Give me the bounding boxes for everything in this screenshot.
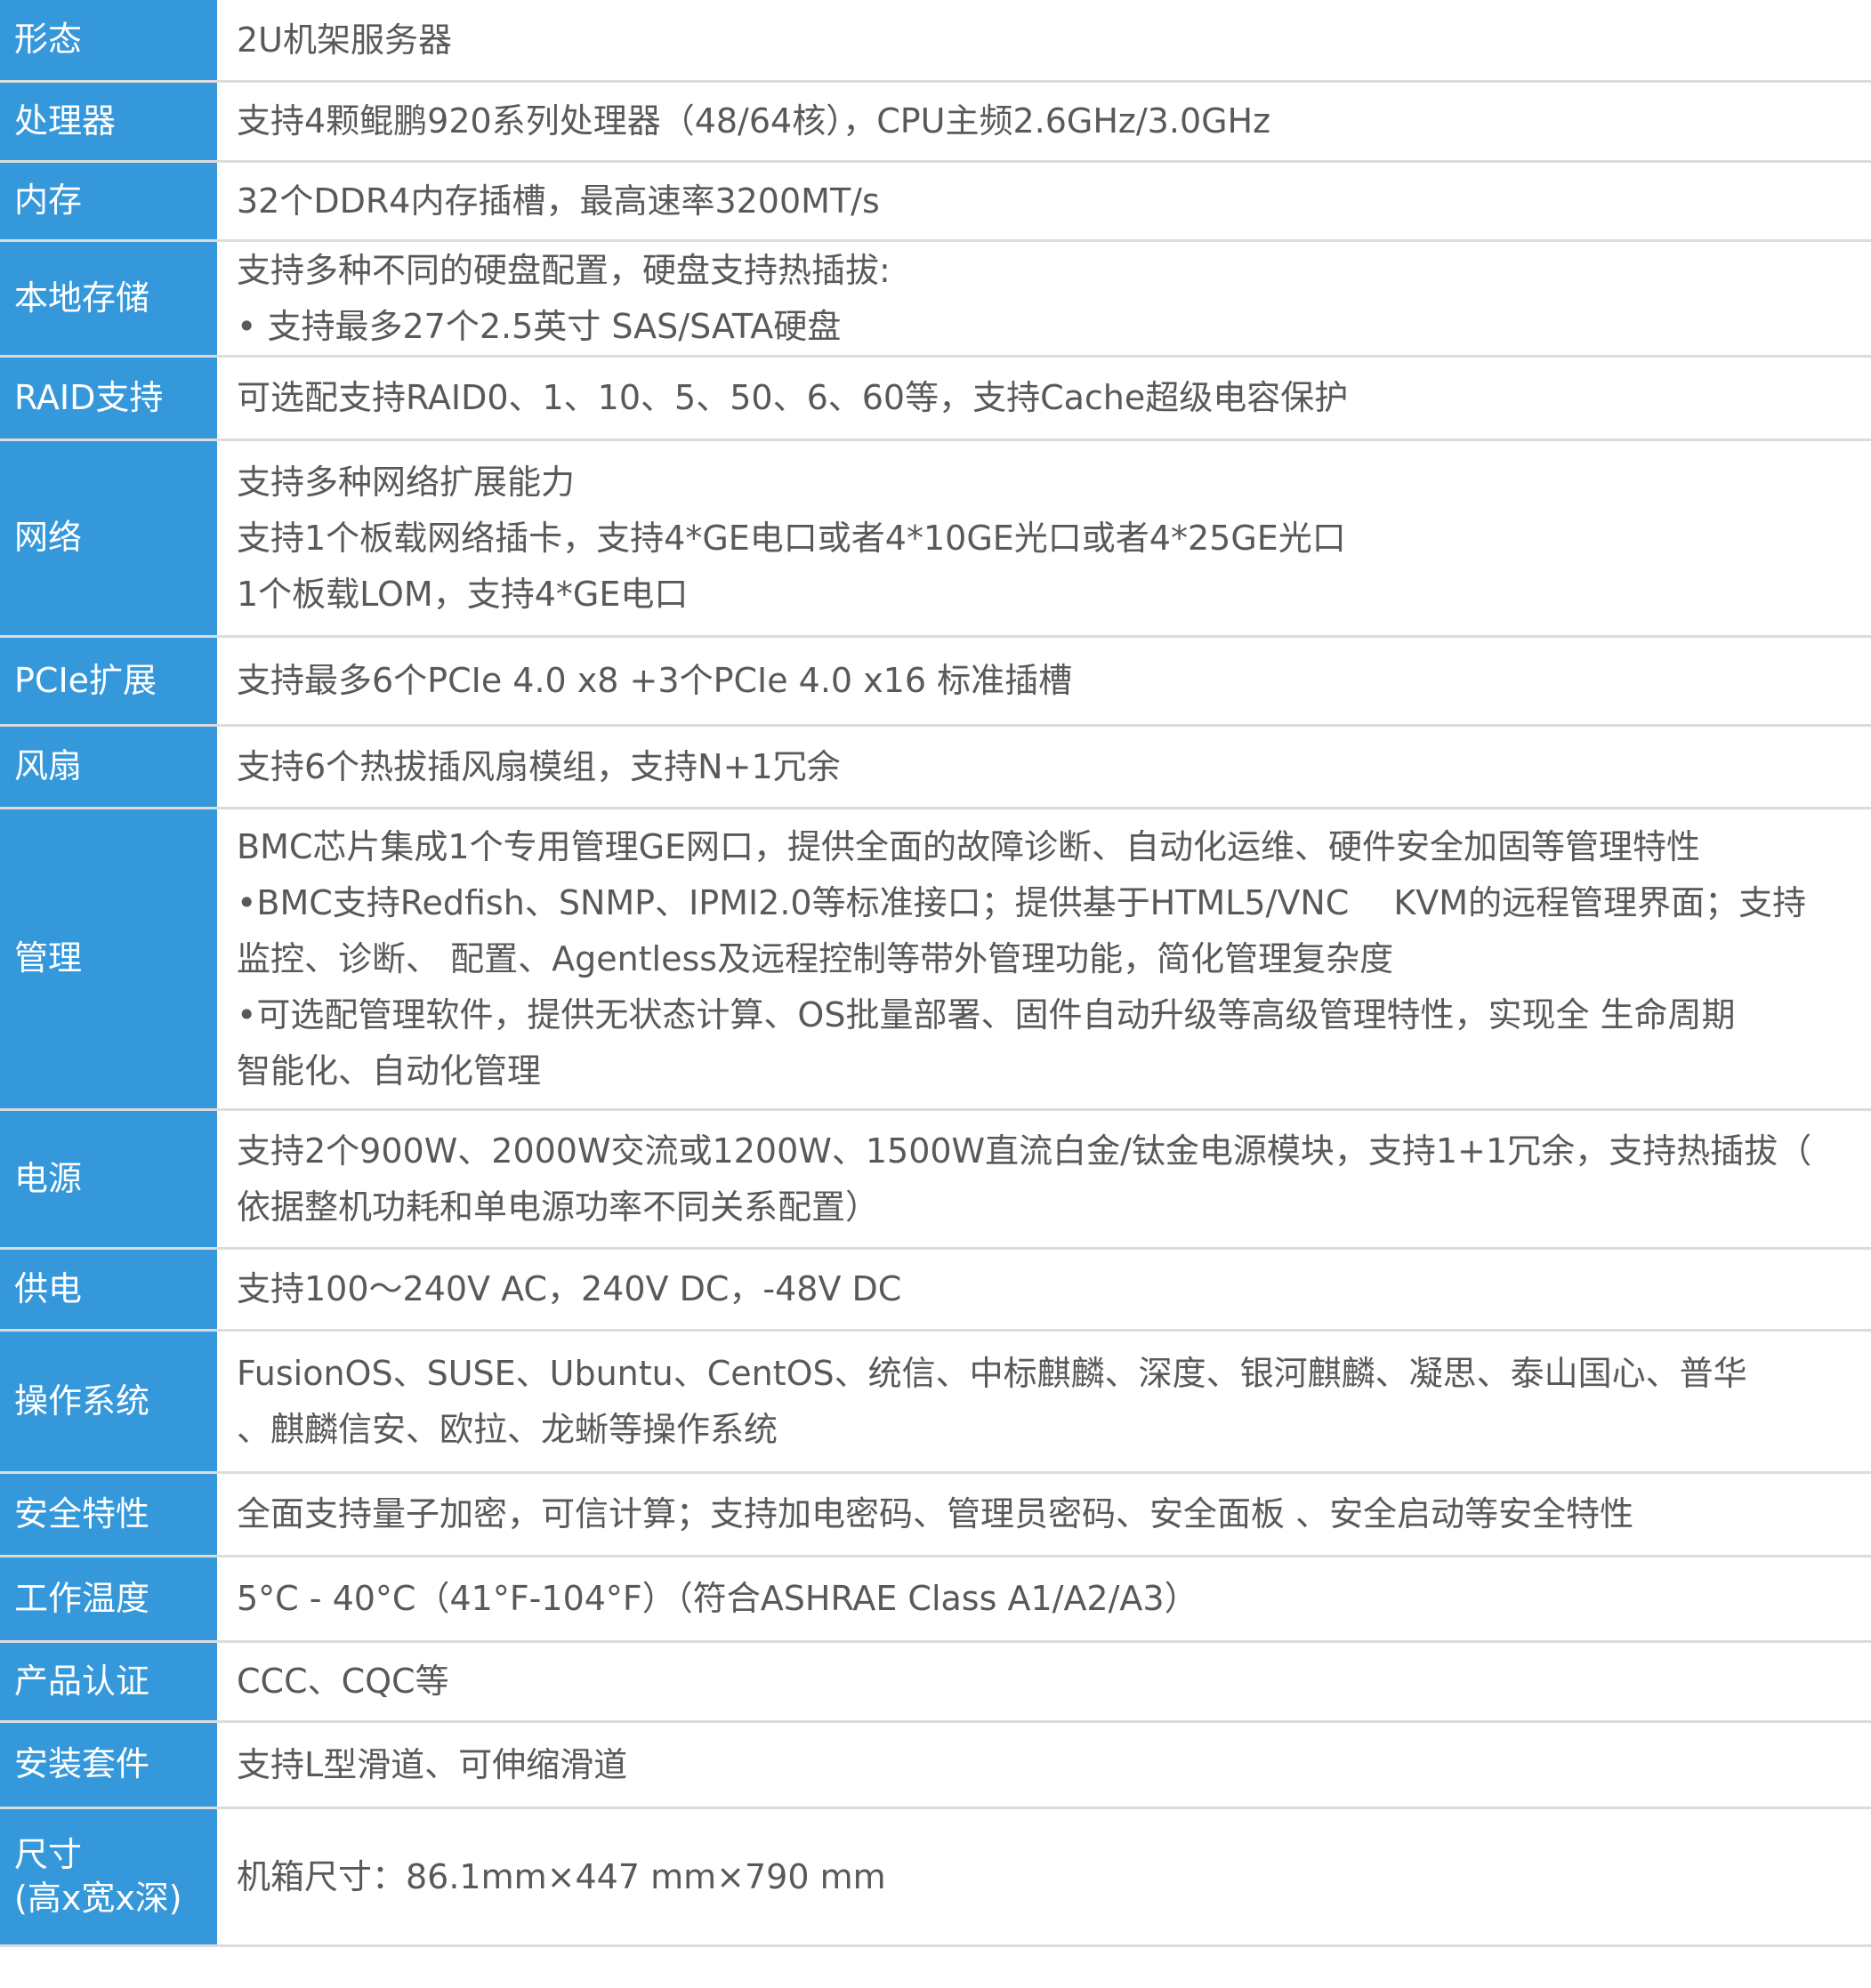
spec-row: 安装套件 支持L型滑道、可伸缩滑道 bbox=[0, 1723, 1871, 1809]
spec-value-line: 依据整机功耗和单电源功率不同关系配置） bbox=[237, 1187, 880, 1227]
spec-value-line: BMC芯片集成1个专用管理GE网口，提供全面的故障诊断、自动化运维、硬件安全加固… bbox=[237, 826, 1701, 866]
spec-label: 形态 bbox=[0, 0, 217, 80]
spec-value: BMC芯片集成1个专用管理GE网口，提供全面的故障诊断、自动化运维、硬件安全加固… bbox=[217, 809, 1871, 1108]
spec-row: 风扇 支持6个热拔插风扇模组，支持N+1冗余 bbox=[0, 727, 1871, 809]
spec-value-line: 5°C - 40°C（41°F-104°F）（符合ASHRAE Class A1… bbox=[237, 1579, 1198, 1618]
spec-row: 供电 支持100～240V AC，240V DC，-48V DC bbox=[0, 1250, 1871, 1332]
spec-row: 形态 2U机架服务器 bbox=[0, 0, 1871, 83]
spec-row: 工作温度 5°C - 40°C（41°F-104°F）（符合ASHRAE Clas… bbox=[0, 1557, 1871, 1643]
spec-value: 支持L型滑道、可伸缩滑道 bbox=[217, 1723, 1871, 1807]
spec-label: 供电 bbox=[0, 1250, 217, 1329]
spec-value-line: 支持100～240V AC，240V DC，-48V DC bbox=[237, 1269, 902, 1308]
spec-value-line: 支持1个板载网络插卡，支持4*GE电口或者4*10GE光口或者4*25GE光口 bbox=[237, 518, 1346, 558]
spec-label: 本地存储 bbox=[0, 242, 217, 355]
spec-value: 支持多种网络扩展能力支持1个板载网络插卡，支持4*GE电口或者4*10GE光口或… bbox=[217, 441, 1871, 635]
spec-value: 支持4颗鲲鹏920系列处理器（48/64核），CPU主频2.6GHz/3.0GH… bbox=[217, 83, 1871, 160]
spec-value-line: 可选配支持RAID0、1、10、5、50、6、60等，支持Cache超级电容保护 bbox=[237, 378, 1349, 417]
spec-row: 网络 支持多种网络扩展能力支持1个板载网络插卡，支持4*GE电口或者4*10GE光… bbox=[0, 441, 1871, 638]
spec-row: PCIe扩展 支持最多6个PCIe 4.0 x8 +3个PCIe 4.0 x16 … bbox=[0, 638, 1871, 727]
spec-label: 尺寸 (高x宽x深) bbox=[0, 1809, 217, 1944]
spec-row: 操作系统 FusionOS、SUSE、Ubuntu、CentOS、统信、中标麒麟、… bbox=[0, 1332, 1871, 1474]
spec-value: 2U机架服务器 bbox=[217, 0, 1871, 80]
spec-row: 内存 32个DDR4内存插槽，最高速率3200MT/s bbox=[0, 163, 1871, 242]
spec-label: 管理 bbox=[0, 809, 217, 1108]
spec-row: 尺寸 (高x宽x深) 机箱尺寸：86.1mm×447 mm×790 mm bbox=[0, 1809, 1871, 1947]
spec-label: 电源 bbox=[0, 1111, 217, 1247]
spec-value: 5°C - 40°C（41°F-104°F）（符合ASHRAE Class A1… bbox=[217, 1557, 1871, 1640]
spec-value-line: 支持多种网络扩展能力 bbox=[237, 462, 576, 502]
spec-value-line: 支持最多6个PCIe 4.0 x8 +3个PCIe 4.0 x16 标准插槽 bbox=[237, 661, 1073, 700]
spec-value-line: 机箱尺寸：86.1mm×447 mm×790 mm bbox=[237, 1856, 886, 1896]
spec-label: 网络 bbox=[0, 441, 217, 635]
spec-value: 支持6个热拔插风扇模组，支持N+1冗余 bbox=[217, 727, 1871, 807]
spec-value-line: 支持多种不同的硬盘配置，硬盘支持热插拔: bbox=[237, 250, 891, 290]
spec-label: 内存 bbox=[0, 163, 217, 239]
spec-label: 处理器 bbox=[0, 83, 217, 160]
spec-row: 安全特性 全面支持量子加密，可信计算；支持加电密码、管理员密码、安全面板 、安全启… bbox=[0, 1474, 1871, 1557]
spec-row: 本地存储 支持多种不同的硬盘配置，硬盘支持热插拔: • 支持最多27个2.5英寸 S… bbox=[0, 242, 1871, 358]
spec-value: CCC、CQC等 bbox=[217, 1643, 1871, 1720]
spec-value: 可选配支持RAID0、1、10、5、50、6、60等，支持Cache超级电容保护 bbox=[217, 358, 1871, 439]
spec-label: RAID支持 bbox=[0, 358, 217, 439]
spec-row: RAID支持 可选配支持RAID0、1、10、5、50、6、60等，支持Cache… bbox=[0, 358, 1871, 441]
spec-value: 支持多种不同的硬盘配置，硬盘支持热插拔: • 支持最多27个2.5英寸 SAS/S… bbox=[217, 242, 1871, 355]
spec-value-line: 支持2个900W、2000W交流或1200W、1500W直流白金/钛金电源模块，… bbox=[237, 1131, 1812, 1171]
spec-value-line: 1个板载LOM，支持4*GE电口 bbox=[237, 574, 689, 614]
spec-value-line: 、麒麟信安、欧拉、龙蜥等操作系统 bbox=[237, 1409, 778, 1449]
spec-value-line: 32个DDR4内存插槽，最高速率3200MT/s bbox=[237, 181, 880, 221]
spec-value-line: •可选配管理软件，提供无状态计算、OS批量部署、固件自动升级等高级管理特性，实现… bbox=[237, 994, 1736, 1034]
spec-label: 产品认证 bbox=[0, 1643, 217, 1720]
spec-value-line: 支持4颗鲲鹏920系列处理器（48/64核），CPU主频2.6GHz/3.0GH… bbox=[237, 101, 1271, 141]
spec-value: 全面支持量子加密，可信计算；支持加电密码、管理员密码、安全面板 、安全启动等安全… bbox=[217, 1474, 1871, 1555]
spec-value-line: •BMC支持Redfish、SNMP、IPMI2.0等标准接口；提供基于HTML… bbox=[237, 882, 1807, 922]
spec-value: FusionOS、SUSE、Ubuntu、CentOS、统信、中标麒麟、深度、银… bbox=[217, 1332, 1871, 1471]
spec-value-line: 支持6个热拔插风扇模组，支持N+1冗余 bbox=[237, 746, 841, 786]
spec-value: 32个DDR4内存插槽，最高速率3200MT/s bbox=[217, 163, 1871, 239]
spec-value-line: 2U机架服务器 bbox=[237, 20, 452, 60]
spec-label: PCIe扩展 bbox=[0, 638, 217, 724]
spec-label: 风扇 bbox=[0, 727, 217, 807]
spec-row: 电源 支持2个900W、2000W交流或1200W、1500W直流白金/钛金电源模… bbox=[0, 1111, 1871, 1250]
spec-label: 安装套件 bbox=[0, 1723, 217, 1807]
spec-label: 工作温度 bbox=[0, 1557, 217, 1640]
spec-row: 处理器 支持4颗鲲鹏920系列处理器（48/64核），CPU主频2.6GHz/3.… bbox=[0, 83, 1871, 163]
spec-value-line: 监控、诊断、 配置、Agentless及远程控制等带外管理功能，简化管理复杂度 bbox=[237, 938, 1394, 978]
spec-row: 管理 BMC芯片集成1个专用管理GE网口，提供全面的故障诊断、自动化运维、硬件安全… bbox=[0, 809, 1871, 1111]
spec-value: 支持2个900W、2000W交流或1200W、1500W直流白金/钛金电源模块，… bbox=[217, 1111, 1871, 1247]
spec-value: 机箱尺寸：86.1mm×447 mm×790 mm bbox=[217, 1809, 1871, 1944]
spec-row: 产品认证 CCC、CQC等 bbox=[0, 1643, 1871, 1723]
spec-value-line: • 支持最多27个2.5英寸 SAS/SATA硬盘 bbox=[237, 306, 842, 346]
spec-table: 形态 2U机架服务器 处理器 支持4颗鲲鹏920系列处理器（48/64核），CPU主频… bbox=[0, 0, 1871, 1947]
spec-value-line: 智能化、自动化管理 bbox=[237, 1050, 542, 1091]
spec-value-line: CCC、CQC等 bbox=[237, 1662, 449, 1701]
spec-label: 操作系统 bbox=[0, 1332, 217, 1471]
spec-value: 支持最多6个PCIe 4.0 x8 +3个PCIe 4.0 x16 标准插槽 bbox=[217, 638, 1871, 724]
spec-value-line: 支持L型滑道、可伸缩滑道 bbox=[237, 1744, 628, 1784]
spec-value: 支持100～240V AC，240V DC，-48V DC bbox=[217, 1250, 1871, 1329]
spec-value-line: 全面支持量子加密，可信计算；支持加电密码、管理员密码、安全面板 、安全启动等安全… bbox=[237, 1494, 1634, 1533]
spec-label: 安全特性 bbox=[0, 1474, 217, 1555]
spec-value-line: FusionOS、SUSE、Ubuntu、CentOS、统信、中标麒麟、深度、银… bbox=[237, 1353, 1747, 1393]
